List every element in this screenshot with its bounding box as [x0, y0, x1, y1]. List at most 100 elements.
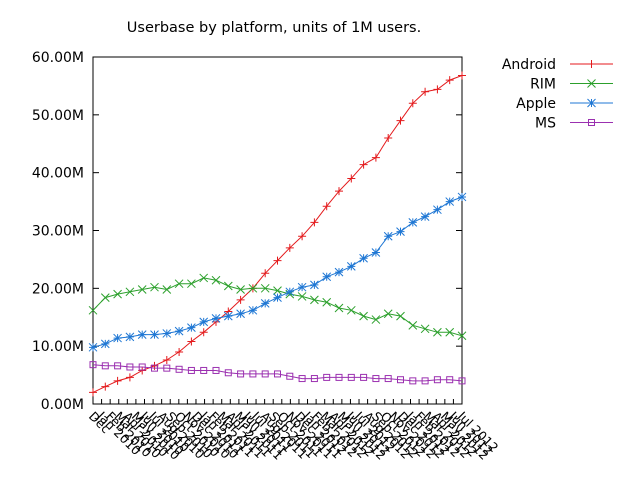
- legend-marker-apple: [587, 98, 596, 108]
- data-point-rim: [260, 283, 270, 293]
- data-point-rim: [433, 327, 442, 337]
- data-point-ms: [433, 376, 441, 384]
- data-point-ms: [261, 370, 269, 378]
- series-line-rim: [92, 277, 463, 337]
- data-point-rim: [359, 311, 368, 321]
- y-tick-label: 0.00M: [41, 397, 84, 413]
- data-point-android: [101, 382, 110, 391]
- data-point-apple: [383, 231, 393, 241]
- data-point-rim: [346, 305, 356, 315]
- data-point-rim: [371, 315, 381, 324]
- data-point-rim: [125, 287, 135, 297]
- data-point-ms: [249, 370, 257, 378]
- y-tick-label: 40.00M: [32, 166, 84, 182]
- data-point-ms: [163, 364, 171, 372]
- data-point-ms: [224, 369, 232, 377]
- legend-label-android: Android: [502, 57, 556, 73]
- series-layer: [88, 71, 467, 397]
- data-point-android: [89, 388, 97, 397]
- data-point-ms: [335, 373, 343, 381]
- data-point-android: [285, 243, 294, 252]
- data-point-android: [113, 376, 122, 385]
- legend: Android RIM Apple MS: [502, 57, 613, 132]
- y-tick-label: 10.00M: [32, 339, 84, 355]
- data-point-apple: [100, 339, 110, 349]
- y-tick-label: 60.00M: [32, 50, 84, 66]
- data-point-android: [335, 187, 343, 196]
- legend-label-apple: Apple: [516, 96, 556, 112]
- data-point-rim: [223, 281, 233, 291]
- data-point-rim: [297, 292, 307, 301]
- series-line-android: [92, 75, 463, 393]
- data-point-apple: [125, 332, 135, 342]
- data-point-ms: [126, 363, 134, 371]
- data-point-rim: [211, 275, 221, 285]
- data-point-android: [261, 269, 270, 278]
- legend-label-rim: RIM: [530, 77, 556, 93]
- data-point-ms: [323, 373, 331, 381]
- data-point-rim: [396, 311, 405, 321]
- series-line-apple: [92, 196, 463, 348]
- series-ms: [89, 361, 466, 385]
- data-point-ms: [372, 375, 380, 383]
- data-point-apple: [457, 192, 467, 202]
- data-point-apple: [211, 314, 221, 323]
- data-point-apple: [420, 212, 430, 221]
- data-point-rim: [88, 305, 98, 315]
- data-point-apple: [371, 248, 381, 257]
- data-point-ms: [446, 376, 454, 384]
- data-point-rim: [420, 324, 430, 334]
- data-point-apple: [297, 282, 307, 292]
- data-point-rim: [383, 309, 393, 319]
- data-point-android: [310, 218, 319, 227]
- data-point-rim: [113, 289, 122, 299]
- series-android: [89, 71, 466, 397]
- data-point-apple: [187, 323, 196, 333]
- data-point-ms: [237, 370, 245, 378]
- data-point-rim: [248, 283, 258, 293]
- data-point-android: [199, 328, 208, 337]
- data-point-ms: [200, 366, 208, 374]
- data-point-rim: [457, 331, 467, 341]
- data-point-android: [384, 133, 393, 142]
- data-point-apple: [137, 330, 147, 339]
- data-point-apple: [260, 299, 270, 308]
- y-tick-label: 30.00M: [32, 224, 84, 240]
- data-point-ms: [114, 362, 122, 370]
- data-point-rim: [137, 285, 147, 294]
- data-point-ms: [274, 370, 281, 378]
- legend-marker-rim: [587, 79, 596, 88]
- data-point-android: [125, 373, 134, 382]
- data-point-apple: [346, 262, 356, 271]
- data-point-apple: [88, 342, 98, 352]
- data-point-apple: [150, 330, 159, 339]
- data-point-ms: [212, 366, 220, 374]
- data-point-ms: [187, 366, 195, 374]
- data-point-ms: [409, 377, 417, 385]
- data-point-ms: [151, 364, 158, 372]
- data-point-apple: [433, 205, 442, 215]
- data-point-ms: [310, 375, 318, 383]
- data-point-apple: [113, 333, 122, 343]
- data-point-android: [359, 160, 368, 169]
- data-point-apple: [285, 287, 295, 297]
- data-point-rim: [408, 320, 418, 330]
- data-point-android: [445, 76, 454, 85]
- data-point-android: [187, 337, 196, 346]
- data-point-apple: [273, 293, 282, 302]
- y-tick-label: 50.00M: [32, 108, 84, 124]
- data-point-ms: [138, 363, 146, 371]
- data-point-apple: [322, 272, 332, 282]
- data-point-apple: [248, 305, 258, 315]
- data-point-rim: [273, 286, 282, 296]
- data-point-rim: [199, 273, 209, 283]
- data-point-android: [396, 116, 405, 125]
- data-point-rim: [445, 327, 455, 337]
- data-point-apple: [223, 311, 233, 321]
- data-point-ms: [101, 362, 109, 370]
- data-point-apple: [445, 197, 455, 206]
- series-apple: [88, 192, 467, 352]
- axes: 0.00M 10.00M 20.00M 30.00M 40.00M 50.00M 60.00…: [32, 50, 502, 463]
